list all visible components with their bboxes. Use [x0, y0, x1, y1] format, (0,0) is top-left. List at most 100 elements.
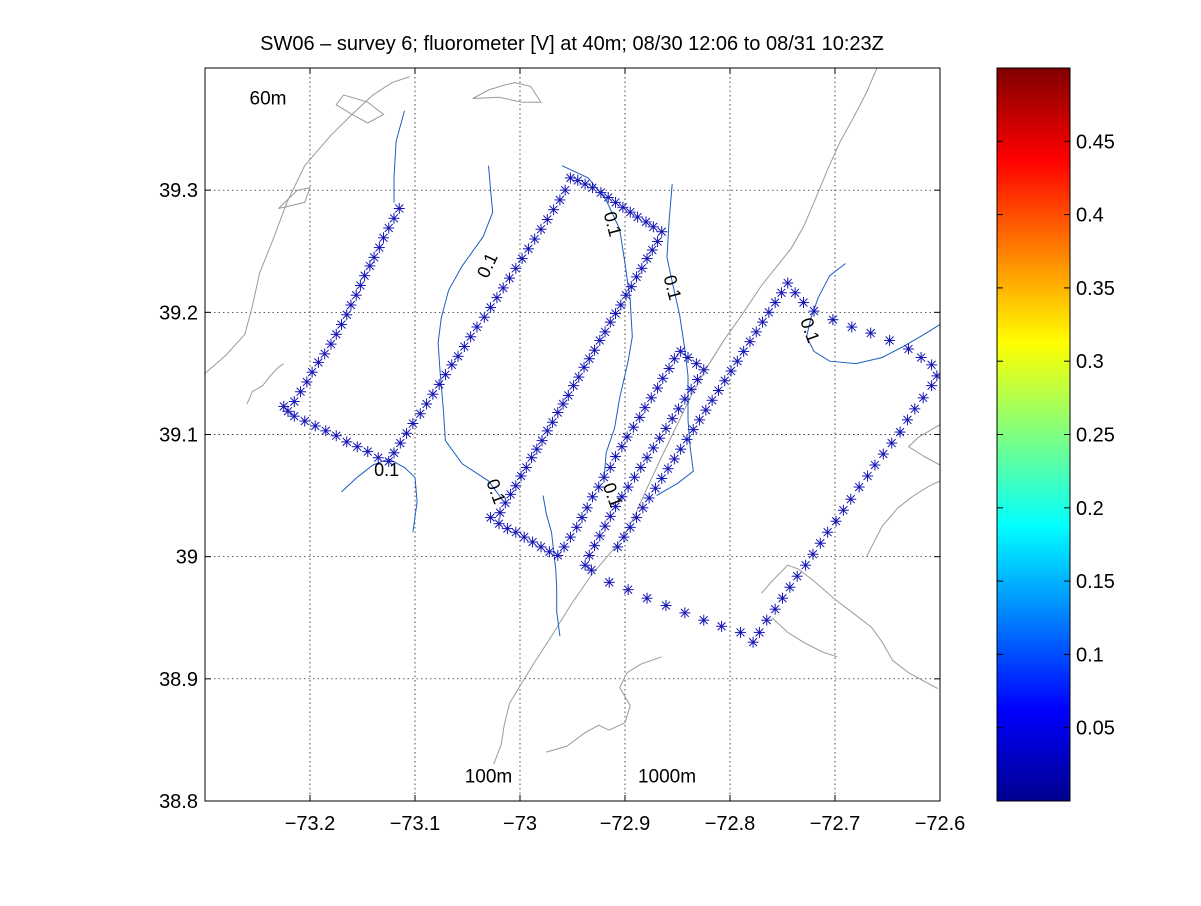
survey-point	[491, 292, 503, 304]
colorbar-tick-label: 0.05	[1076, 718, 1115, 740]
survey-point	[886, 437, 898, 449]
survey-point	[593, 481, 605, 493]
survey-point	[558, 541, 570, 553]
survey-point	[526, 452, 538, 464]
survey-point	[319, 348, 331, 360]
survey-point	[518, 531, 530, 543]
survey-point	[388, 212, 400, 224]
coastline	[493, 68, 878, 765]
survey-point	[679, 607, 691, 619]
survey-point	[407, 418, 419, 430]
survey-point	[687, 424, 699, 436]
survey-point	[628, 471, 640, 483]
survey-point	[789, 287, 801, 299]
survey-point	[624, 521, 636, 533]
survey-point	[354, 279, 366, 291]
survey-point	[510, 480, 522, 492]
survey-point	[604, 461, 616, 473]
survey-point	[877, 448, 889, 460]
survey-point	[595, 187, 607, 199]
survey-point	[564, 172, 576, 184]
y-axis-ticks: 38.8 38.9 39 39.1 39.2 39.3	[159, 180, 940, 813]
survey-point	[853, 481, 865, 493]
survey-point	[452, 350, 464, 362]
survey-point	[719, 375, 731, 387]
contour-line	[561, 165, 633, 481]
survey-point	[639, 402, 651, 414]
survey-point	[808, 305, 820, 317]
survey-point	[652, 235, 664, 247]
survey-point	[931, 370, 940, 382]
coastline	[278, 187, 311, 209]
survey-point	[837, 504, 849, 516]
survey-point	[647, 221, 659, 233]
survey-point	[394, 437, 406, 449]
survey-point	[505, 488, 517, 500]
survey-point	[926, 359, 938, 371]
survey-point	[656, 226, 668, 238]
survey-point	[656, 472, 668, 484]
coastline	[771, 617, 838, 658]
survey-point	[679, 393, 691, 405]
survey-point	[637, 502, 649, 514]
survey-point	[341, 309, 353, 321]
survey-point	[622, 481, 634, 493]
survey-point	[846, 321, 858, 333]
survey-point	[645, 392, 657, 404]
survey-point	[641, 452, 653, 464]
survey-point	[775, 287, 787, 299]
coastline	[246, 363, 285, 405]
survey-point	[610, 308, 622, 320]
contour-layer	[341, 110, 940, 637]
contour-line	[437, 165, 502, 499]
survey-point	[510, 526, 522, 538]
survey-point	[666, 413, 678, 425]
survey-point	[620, 289, 632, 301]
survey-point	[640, 216, 652, 228]
survey-point	[798, 297, 809, 309]
y-tick-label: 39.2	[159, 302, 198, 324]
survey-point	[636, 262, 648, 274]
survey-point	[330, 430, 342, 442]
survey-point	[627, 421, 639, 433]
survey-point	[594, 530, 606, 542]
survey-point	[301, 376, 313, 388]
survey-point	[388, 447, 400, 459]
survey-point	[604, 316, 616, 328]
survey-point	[485, 512, 497, 524]
coastline	[205, 76, 410, 374]
survey-point	[485, 301, 497, 313]
survey-point	[750, 326, 762, 338]
depth-label: 60m	[250, 89, 287, 110]
survey-point	[681, 433, 693, 445]
survey-point	[536, 435, 548, 447]
survey-point	[547, 416, 559, 428]
y-tick-label: 39.3	[159, 180, 198, 202]
survey-point	[616, 491, 628, 503]
survey-point	[660, 600, 672, 612]
survey-point	[652, 382, 664, 394]
contour-line	[542, 495, 561, 637]
coastline	[335, 94, 385, 124]
survey-point	[769, 297, 781, 309]
survey-point	[373, 242, 385, 254]
survey-point	[827, 314, 839, 326]
survey-point	[675, 345, 687, 357]
survey-point	[421, 398, 433, 410]
survey-point	[543, 546, 555, 558]
depth-label: 1000m	[638, 767, 696, 788]
survey-point	[625, 281, 637, 293]
survey-point	[320, 425, 332, 437]
survey-point	[579, 559, 591, 571]
survey-point	[649, 482, 661, 494]
survey-point	[433, 378, 445, 390]
survey-point	[716, 620, 728, 632]
survey-point	[894, 426, 906, 438]
survey-point	[516, 253, 528, 265]
survey-point	[643, 492, 655, 504]
colorbar-tick-label: 0.25	[1076, 425, 1115, 447]
survey-point	[578, 361, 590, 373]
contour-line	[393, 110, 405, 203]
survey-point	[336, 319, 347, 331]
